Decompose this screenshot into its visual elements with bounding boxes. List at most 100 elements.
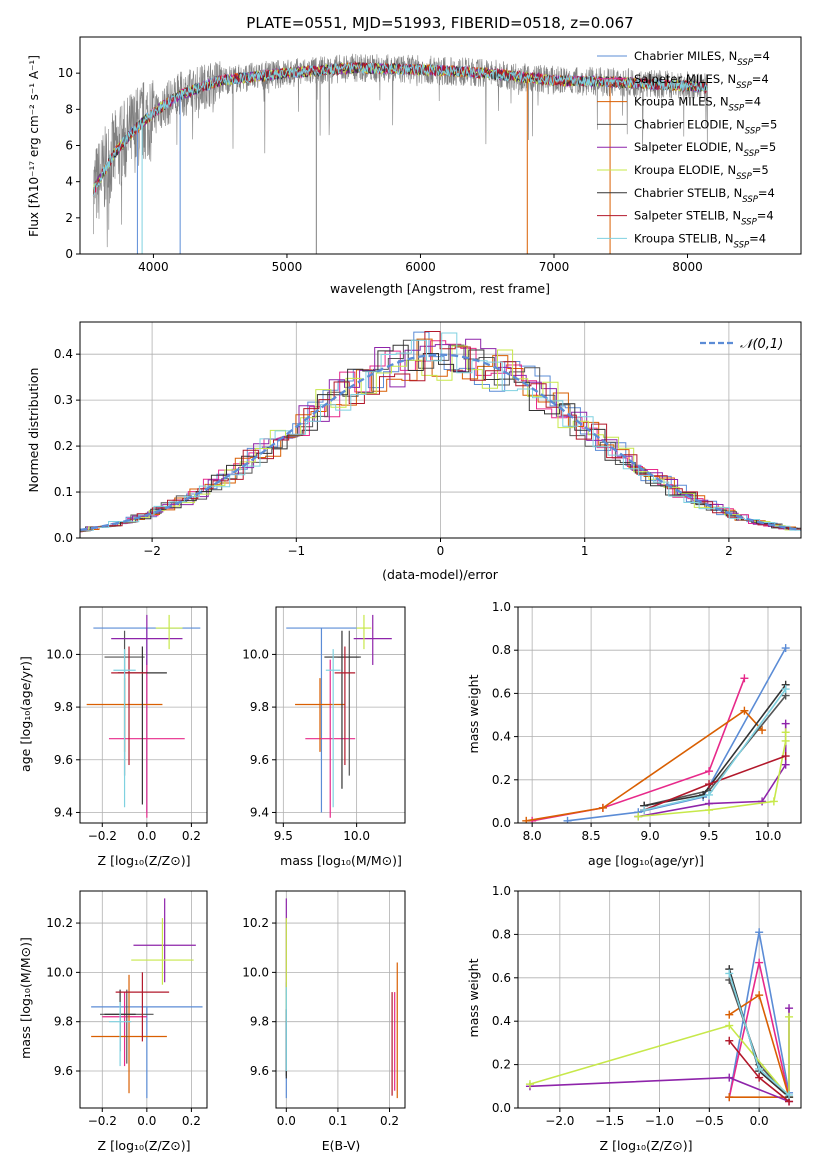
x-tick-label: 2 — [725, 544, 733, 558]
residual-histogram — [72, 339, 819, 532]
residual-histograms — [66, 332, 819, 533]
x-tick-label: 0.2 — [182, 1114, 201, 1128]
y-tick-label: 0.0 — [54, 531, 73, 545]
error-bar — [286, 628, 356, 812]
y-tick-label: 9.6 — [250, 1064, 269, 1078]
y-tick-label: 10.0 — [46, 965, 73, 979]
x-tick-label: −1 — [287, 544, 305, 558]
y-tick-label: 0.4 — [492, 1014, 511, 1028]
weight-z-ylabel: mass weight — [466, 958, 481, 1037]
x-tick-label: 0.2 — [380, 1114, 399, 1128]
axes-frame — [80, 891, 207, 1108]
weight-line — [532, 678, 744, 821]
legend-entry: Kroupa ELODIE, NSSP=5 — [597, 163, 769, 182]
spectrum-ylabel: Flux [fλ10⁻¹⁷ erg cm⁻² s⁻¹ A⁻¹] — [27, 55, 41, 237]
y-tick-label: 9.8 — [250, 1015, 269, 1029]
weight-marker — [758, 797, 766, 805]
y-tick-label: 0.2 — [492, 1058, 511, 1072]
error-bar — [131, 918, 193, 985]
legend-label: Salpeter STELIB, NSSP=4 — [634, 209, 774, 228]
y-tick-label: 9.4 — [54, 805, 73, 819]
error-bar — [111, 647, 147, 766]
weight-marker — [755, 928, 763, 936]
x-tick-label: 1 — [581, 544, 589, 558]
weight-z-xlabel: Z [log₁₀(Z/Z⊙)] — [600, 1138, 693, 1153]
x-tick-label: −0.2 — [88, 829, 117, 843]
figure-title: PLATE=0551, MJD=51993, FIBERID=0518, z=0… — [246, 14, 633, 32]
error-bar — [91, 1007, 202, 1098]
y-tick-label: 10 — [58, 66, 73, 80]
y-tick-label: 9.6 — [54, 753, 73, 767]
error-bar — [156, 615, 183, 649]
weight-marker — [782, 761, 790, 769]
legend-label: Kroupa ELODIE, NSSP=5 — [634, 163, 769, 182]
y-tick-label: 0.6 — [492, 686, 511, 700]
error-bar — [305, 660, 355, 818]
residual-xlabel: (data-model)/error — [382, 567, 499, 582]
weight-marker — [634, 813, 642, 821]
weight-marker — [785, 1013, 793, 1021]
age-mass-xlabel: mass [log₁₀(M/M⊙)] — [280, 853, 402, 868]
spectrum-xlabel: wavelength [Angstrom, rest frame] — [330, 281, 550, 296]
x-tick-label: 5000 — [272, 260, 303, 274]
residual-ylabel: Normed distribution — [26, 368, 41, 493]
y-tick-label: 0.4 — [54, 347, 73, 361]
legend-entry: Chabrier MILES, NSSP=4 — [597, 49, 770, 68]
panel-data — [286, 615, 392, 818]
x-tick-label: 9.5 — [274, 829, 293, 843]
axes-frame — [276, 607, 405, 823]
y-tick-label: 9.6 — [250, 753, 269, 767]
legend-entry: Kroupa MILES, NSSP=4 — [597, 95, 761, 114]
error-bar — [109, 1002, 131, 1066]
legend-entry: Salpeter STELIB, NSSP=4 — [597, 209, 774, 228]
axes-frame — [80, 607, 207, 823]
error-bar — [338, 631, 361, 776]
reference-label: 𝒩(0,1) — [740, 337, 783, 352]
y-tick-label: 9.6 — [54, 1064, 73, 1078]
weight-marker — [705, 767, 713, 775]
y-tick-label: 0 — [65, 247, 73, 261]
age-z-xlabel: Z [log₁₀(Z/Z⊙)] — [98, 853, 191, 868]
error-bar — [109, 660, 185, 818]
x-tick-label: 6000 — [405, 260, 436, 274]
x-tick-label: 0.0 — [137, 1114, 156, 1128]
y-tick-label: 9.8 — [54, 1015, 73, 1029]
x-tick-label: 0.2 — [182, 829, 201, 843]
y-tick-label: 10.2 — [46, 916, 73, 930]
x-tick-label: −2.0 — [545, 1114, 574, 1128]
y-tick-label: 1.0 — [492, 600, 511, 614]
residual-histogram — [77, 332, 819, 532]
weight-marker — [782, 720, 790, 728]
y-tick-label: 10.0 — [46, 647, 73, 661]
x-tick-label: 8.5 — [582, 829, 601, 843]
legend-entry: Kroupa STELIB, NSSP=4 — [597, 231, 766, 250]
panel-data — [522, 644, 789, 825]
weight-marker — [782, 728, 790, 736]
legend-label: Kroupa STELIB, NSSP=4 — [634, 231, 766, 250]
y-tick-label: 0.4 — [492, 730, 511, 744]
x-tick-label: 4000 — [138, 260, 169, 274]
error-bar — [133, 898, 195, 982]
x-tick-label: −1.5 — [595, 1114, 624, 1128]
x-tick-label: 0.0 — [750, 1114, 769, 1128]
weight-marker — [740, 674, 748, 682]
x-tick-label: 0.0 — [277, 1114, 296, 1128]
x-tick-label: 0 — [437, 544, 445, 558]
weight-marker — [782, 737, 790, 745]
legend-entry: Chabrier ELODIE, NSSP=5 — [597, 117, 777, 136]
legend-label: Chabrier ELODIE, NSSP=5 — [634, 117, 777, 136]
x-tick-label: 10.0 — [755, 829, 782, 843]
y-tick-label: 9.8 — [54, 700, 73, 714]
error-bar — [295, 678, 345, 752]
y-tick-label: 6 — [65, 139, 73, 153]
legend-entry: Chabrier STELIB, NSSP=4 — [597, 186, 775, 205]
y-tick-label: 0.6 — [492, 971, 511, 985]
weight-marker — [785, 1004, 793, 1012]
legend-label: Salpeter ELODIE, NSSP=5 — [634, 140, 776, 159]
